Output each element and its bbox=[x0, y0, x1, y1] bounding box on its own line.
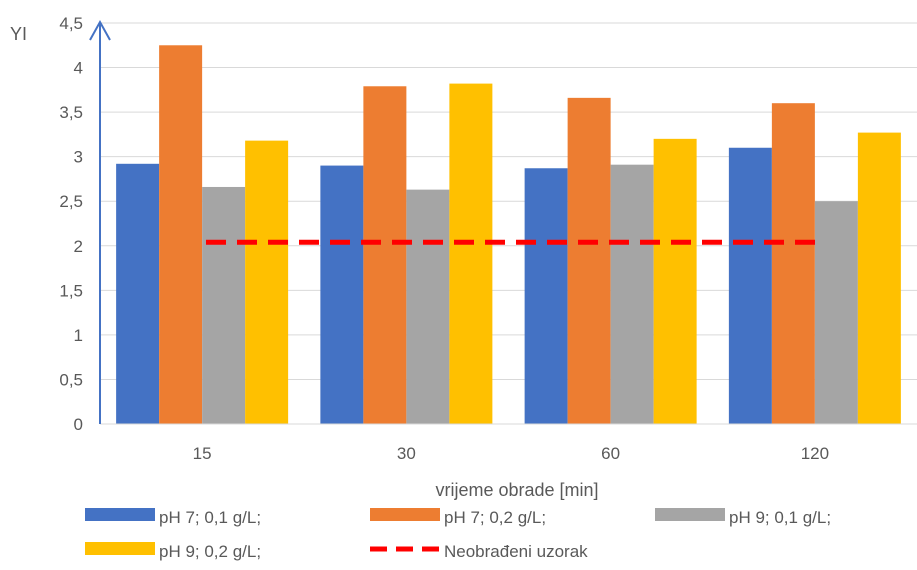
legend-label: pH 9; 0,1 g/L; bbox=[729, 508, 831, 527]
x-tick-label: 60 bbox=[601, 444, 620, 463]
y-axis-arrow bbox=[89, 19, 111, 41]
y-tick-label: 0 bbox=[74, 415, 83, 434]
bar bbox=[159, 45, 203, 425]
y-tick-labels: 0 0,5 1 1,5 2 2,5 3 3,5 4 4,5 bbox=[59, 14, 83, 434]
legend-swatch bbox=[85, 508, 155, 521]
y-tick-label: 2 bbox=[74, 237, 83, 256]
legend-label: pH 7; 0,1 g/L; bbox=[159, 508, 261, 527]
legend-label: pH 9; 0,2 g/L; bbox=[159, 542, 261, 561]
bar bbox=[728, 147, 772, 424]
axes bbox=[89, 19, 917, 425]
y-tick-label: 4,5 bbox=[59, 14, 83, 33]
y-tick-label: 4 bbox=[74, 59, 83, 78]
legend-label: Neobrađeni uzorak bbox=[444, 542, 588, 561]
x-axis-label: vrijeme obrade [min] bbox=[435, 480, 598, 500]
y-tick-label: 3 bbox=[74, 148, 83, 167]
bar bbox=[363, 86, 407, 424]
bar bbox=[320, 165, 364, 425]
bar bbox=[524, 168, 568, 424]
legend-swatch bbox=[85, 542, 155, 555]
bar bbox=[610, 164, 654, 425]
legend: pH 7; 0,1 g/L; pH 7; 0,2 g/L; pH 9; 0,1 g/… bbox=[85, 508, 831, 561]
bar bbox=[653, 138, 697, 424]
bars bbox=[116, 45, 901, 425]
y-tick-label: 2,5 bbox=[59, 192, 83, 211]
legend-swatch bbox=[655, 508, 725, 521]
y-tick-label: 1 bbox=[74, 326, 83, 345]
x-tick-label: 30 bbox=[397, 444, 416, 463]
y-axis-label: YI bbox=[10, 24, 27, 44]
bar bbox=[857, 132, 901, 424]
bar bbox=[771, 103, 815, 424]
x-tick-label: 15 bbox=[193, 444, 212, 463]
y-tick-label: 0,5 bbox=[59, 370, 83, 389]
legend-swatch bbox=[370, 508, 440, 521]
bar bbox=[567, 97, 611, 424]
y-tick-label: 1,5 bbox=[59, 281, 83, 300]
bar bbox=[449, 83, 493, 425]
bar bbox=[202, 186, 246, 424]
bar bbox=[814, 201, 858, 424]
y-tick-label: 3,5 bbox=[59, 103, 83, 122]
bar bbox=[245, 140, 289, 425]
x-tick-labels: 15 30 60 120 bbox=[193, 444, 829, 463]
legend-label: pH 7; 0,2 g/L; bbox=[444, 508, 546, 527]
x-tick-label: 120 bbox=[801, 444, 829, 463]
bar bbox=[116, 163, 160, 424]
bar bbox=[406, 189, 450, 424]
